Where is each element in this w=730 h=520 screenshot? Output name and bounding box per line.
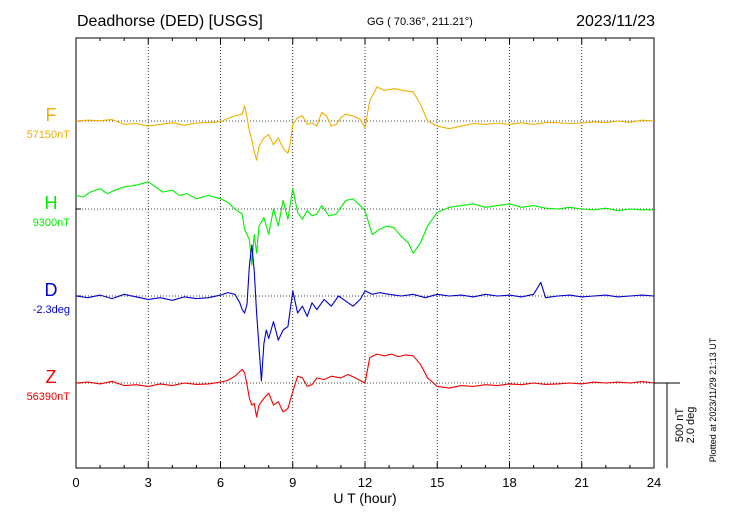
plot-frame xyxy=(75,37,655,469)
scale-bar: 500 nT 2.0 deg xyxy=(654,382,697,468)
trace-D xyxy=(75,244,655,382)
x-tick-label-12: 12 xyxy=(358,475,372,490)
series-baseline-H: 9300nT xyxy=(33,217,71,229)
traces xyxy=(75,86,655,418)
x-axis-ticks: 0 3 6 9 12 15 18 21 24 xyxy=(72,38,661,490)
x-tick-label-0: 0 xyxy=(72,475,79,490)
x-tick-label-21: 21 xyxy=(575,475,589,490)
x-tick-label-9: 9 xyxy=(289,475,296,490)
station-coordinates: GG ( 70.36°, 211.21°) xyxy=(367,16,473,28)
x-tick-label-6: 6 xyxy=(217,475,224,490)
series-name-D: D xyxy=(45,280,58,300)
trace-F xyxy=(75,86,655,161)
date-label: 2023/11/23 xyxy=(576,13,655,30)
x-tick-label-24: 24 xyxy=(647,475,661,490)
trace-H xyxy=(75,181,654,266)
series-labels: F 57150nT H 9300nT D -2.3deg Z 56390nT xyxy=(27,105,71,403)
x-tick-label-15: 15 xyxy=(430,475,444,490)
station-title: Deadhorse (DED) [USGS] xyxy=(77,13,263,30)
plotted-at-note: Plotted at 2023/11/29 21:13 UT xyxy=(708,337,718,462)
series-baseline-D: -2.3deg xyxy=(33,304,70,316)
series-name-Z: Z xyxy=(46,367,57,387)
x-tick-label-18: 18 xyxy=(502,475,516,490)
scale-bar-deg-label: 2.0 deg xyxy=(685,407,697,444)
series-baseline-F: 57150nT xyxy=(27,129,71,141)
x-tick-label-3: 3 xyxy=(145,475,152,490)
grid-lines xyxy=(147,38,583,468)
trace-Z xyxy=(75,353,655,418)
series-name-H: H xyxy=(45,193,58,213)
scale-bar-nt-label: 500 nT xyxy=(674,408,686,443)
series-name-F: F xyxy=(46,105,57,125)
x-axis-label: U T (hour) xyxy=(333,490,396,506)
series-baseline-Z: 56390nT xyxy=(27,391,71,403)
